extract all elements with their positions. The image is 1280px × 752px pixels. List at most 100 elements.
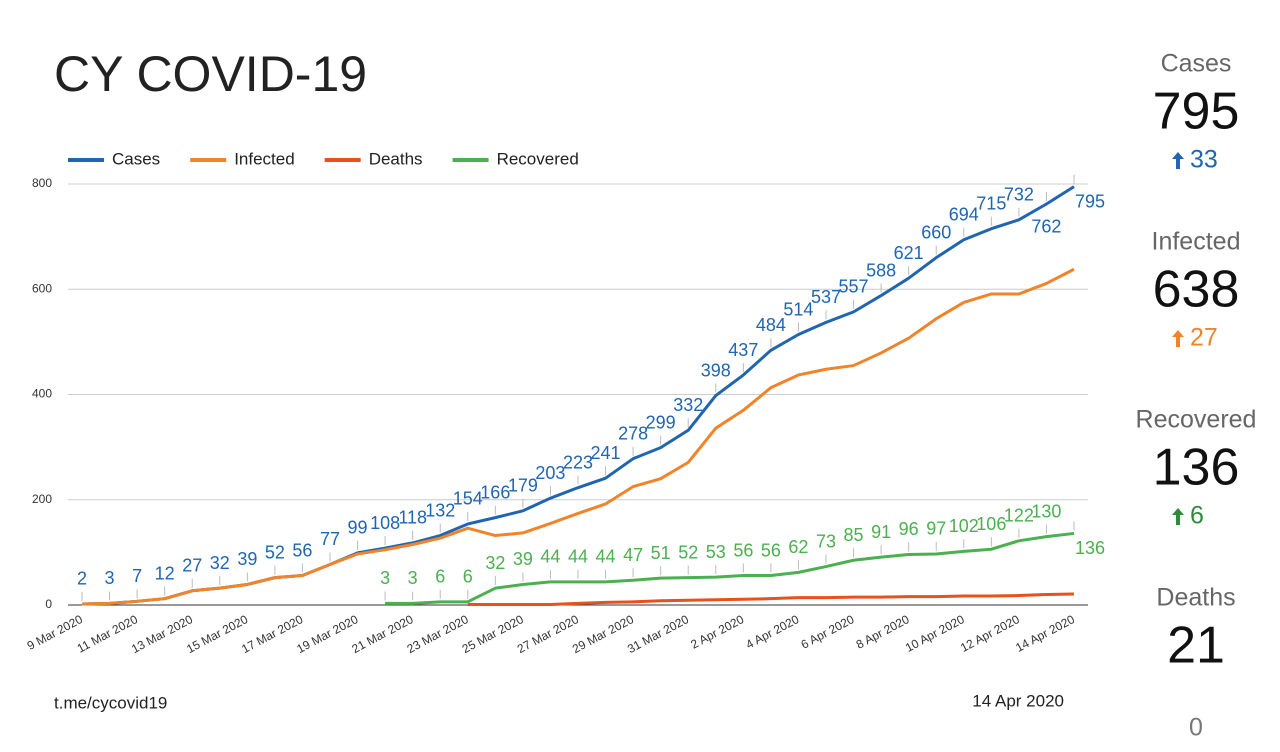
data-label: 3 (408, 568, 418, 588)
legend-label: Recovered (497, 149, 579, 168)
x-tick-label: 31 Mar 2020 (625, 612, 691, 656)
data-label: 53 (706, 542, 726, 562)
data-label: 537 (811, 287, 841, 307)
data-label: 3 (105, 568, 115, 588)
up-arrow-icon (1172, 330, 1184, 347)
x-tick-label: 25 Mar 2020 (460, 612, 526, 656)
data-label: 102 (949, 516, 979, 536)
data-label: 621 (894, 243, 924, 263)
data-label: 97 (926, 519, 946, 539)
x-tick-label: 12 Apr 2020 (958, 612, 1022, 655)
data-label: 136 (1075, 538, 1105, 558)
x-tick-label: 29 Mar 2020 (570, 612, 636, 656)
data-label: 99 (348, 518, 368, 538)
data-label: 7 (132, 566, 142, 586)
summary-label: Infected (1152, 228, 1241, 256)
data-label: 52 (265, 542, 285, 562)
data-label: 203 (535, 463, 565, 483)
legend-label: Cases (112, 149, 160, 168)
data-label: 32 (210, 553, 230, 573)
summary-value: 21 (1167, 617, 1225, 675)
data-label: 588 (866, 260, 896, 280)
data-label: 39 (237, 549, 257, 569)
data-label: 56 (733, 540, 753, 560)
data-label: 52 (678, 542, 698, 562)
summary-change: 33 (1190, 146, 1218, 174)
summary-change: 0 (1189, 714, 1203, 742)
series-line (81, 185, 1075, 606)
data-label: 39 (513, 549, 533, 569)
data-label: 715 (976, 193, 1006, 213)
summary-value: 638 (1153, 261, 1240, 319)
x-tick-label: 21 Mar 2020 (349, 612, 415, 656)
footer-date: 14 Apr 2020 (972, 691, 1064, 710)
x-tick-label: 6 Apr 2020 (799, 612, 857, 652)
y-tick-label: 200 (32, 492, 52, 506)
data-label: 762 (1031, 217, 1061, 237)
data-label: 154 (453, 489, 483, 509)
data-label: 398 (701, 360, 731, 380)
series-line (385, 531, 1075, 605)
data-label: 166 (480, 482, 510, 502)
data-label: 241 (591, 443, 621, 463)
data-label: 130 (1031, 501, 1061, 521)
data-label: 44 (596, 547, 616, 567)
y-tick-label: 800 (32, 176, 52, 190)
data-label: 3 (380, 568, 390, 588)
data-label: 32 (485, 553, 505, 573)
data-label: 96 (899, 519, 919, 539)
data-label: 6 (435, 567, 445, 587)
summary-label: Recovered (1136, 406, 1257, 434)
summary-label: Cases (1161, 50, 1232, 78)
data-label: 694 (949, 205, 979, 225)
summary-label: Deaths (1156, 584, 1235, 612)
x-tick-label: 8 Apr 2020 (854, 612, 912, 652)
data-label: 2 (77, 569, 87, 589)
data-label: 437 (728, 340, 758, 360)
series-line (81, 267, 1075, 606)
data-label: 44 (568, 547, 588, 567)
data-label: 56 (761, 540, 781, 560)
x-tick-label: 27 Mar 2020 (515, 612, 581, 656)
x-tick-label: 23 Mar 2020 (405, 612, 471, 656)
data-label: 660 (921, 222, 951, 242)
data-label: 47 (623, 545, 643, 565)
up-arrow-icon (1172, 508, 1184, 525)
data-label: 91 (871, 522, 891, 542)
data-label: 118 (398, 508, 427, 528)
summary-value: 136 (1153, 439, 1240, 497)
x-tick-label: 10 Apr 2020 (903, 612, 967, 655)
y-tick-label: 600 (32, 281, 52, 295)
data-label: 299 (646, 412, 676, 432)
summary-change: 27 (1190, 324, 1218, 352)
data-label: 732 (1004, 185, 1034, 205)
data-label: 122 (1004, 506, 1034, 526)
data-label: 557 (839, 277, 869, 297)
x-tick-label: 13 Mar 2020 (129, 612, 195, 656)
y-tick-label: 400 (32, 387, 52, 401)
data-label: 332 (673, 395, 703, 415)
x-tick-label: 19 Mar 2020 (294, 612, 360, 656)
data-label: 484 (756, 315, 786, 335)
data-label: 85 (844, 525, 864, 545)
data-label: 73 (816, 531, 836, 551)
data-label: 62 (788, 537, 808, 557)
data-label: 179 (508, 476, 538, 496)
data-label: 77 (320, 529, 340, 549)
x-tick-label: 2 Apr 2020 (688, 612, 746, 652)
data-label: 223 (563, 452, 593, 472)
data-label: 56 (292, 540, 312, 560)
footer-source: t.me/cycovid19 (54, 693, 167, 712)
x-tick-label: 17 Mar 2020 (239, 612, 305, 656)
series-line (467, 592, 1075, 606)
data-label: 12 (155, 563, 175, 583)
data-label: 795 (1075, 191, 1105, 211)
data-label: 132 (425, 500, 455, 520)
up-arrow-icon (1172, 152, 1184, 169)
y-tick-label: 0 (45, 597, 52, 611)
data-label: 6 (463, 567, 473, 587)
legend-label: Deaths (369, 149, 423, 168)
x-tick-label: 15 Mar 2020 (184, 612, 250, 656)
